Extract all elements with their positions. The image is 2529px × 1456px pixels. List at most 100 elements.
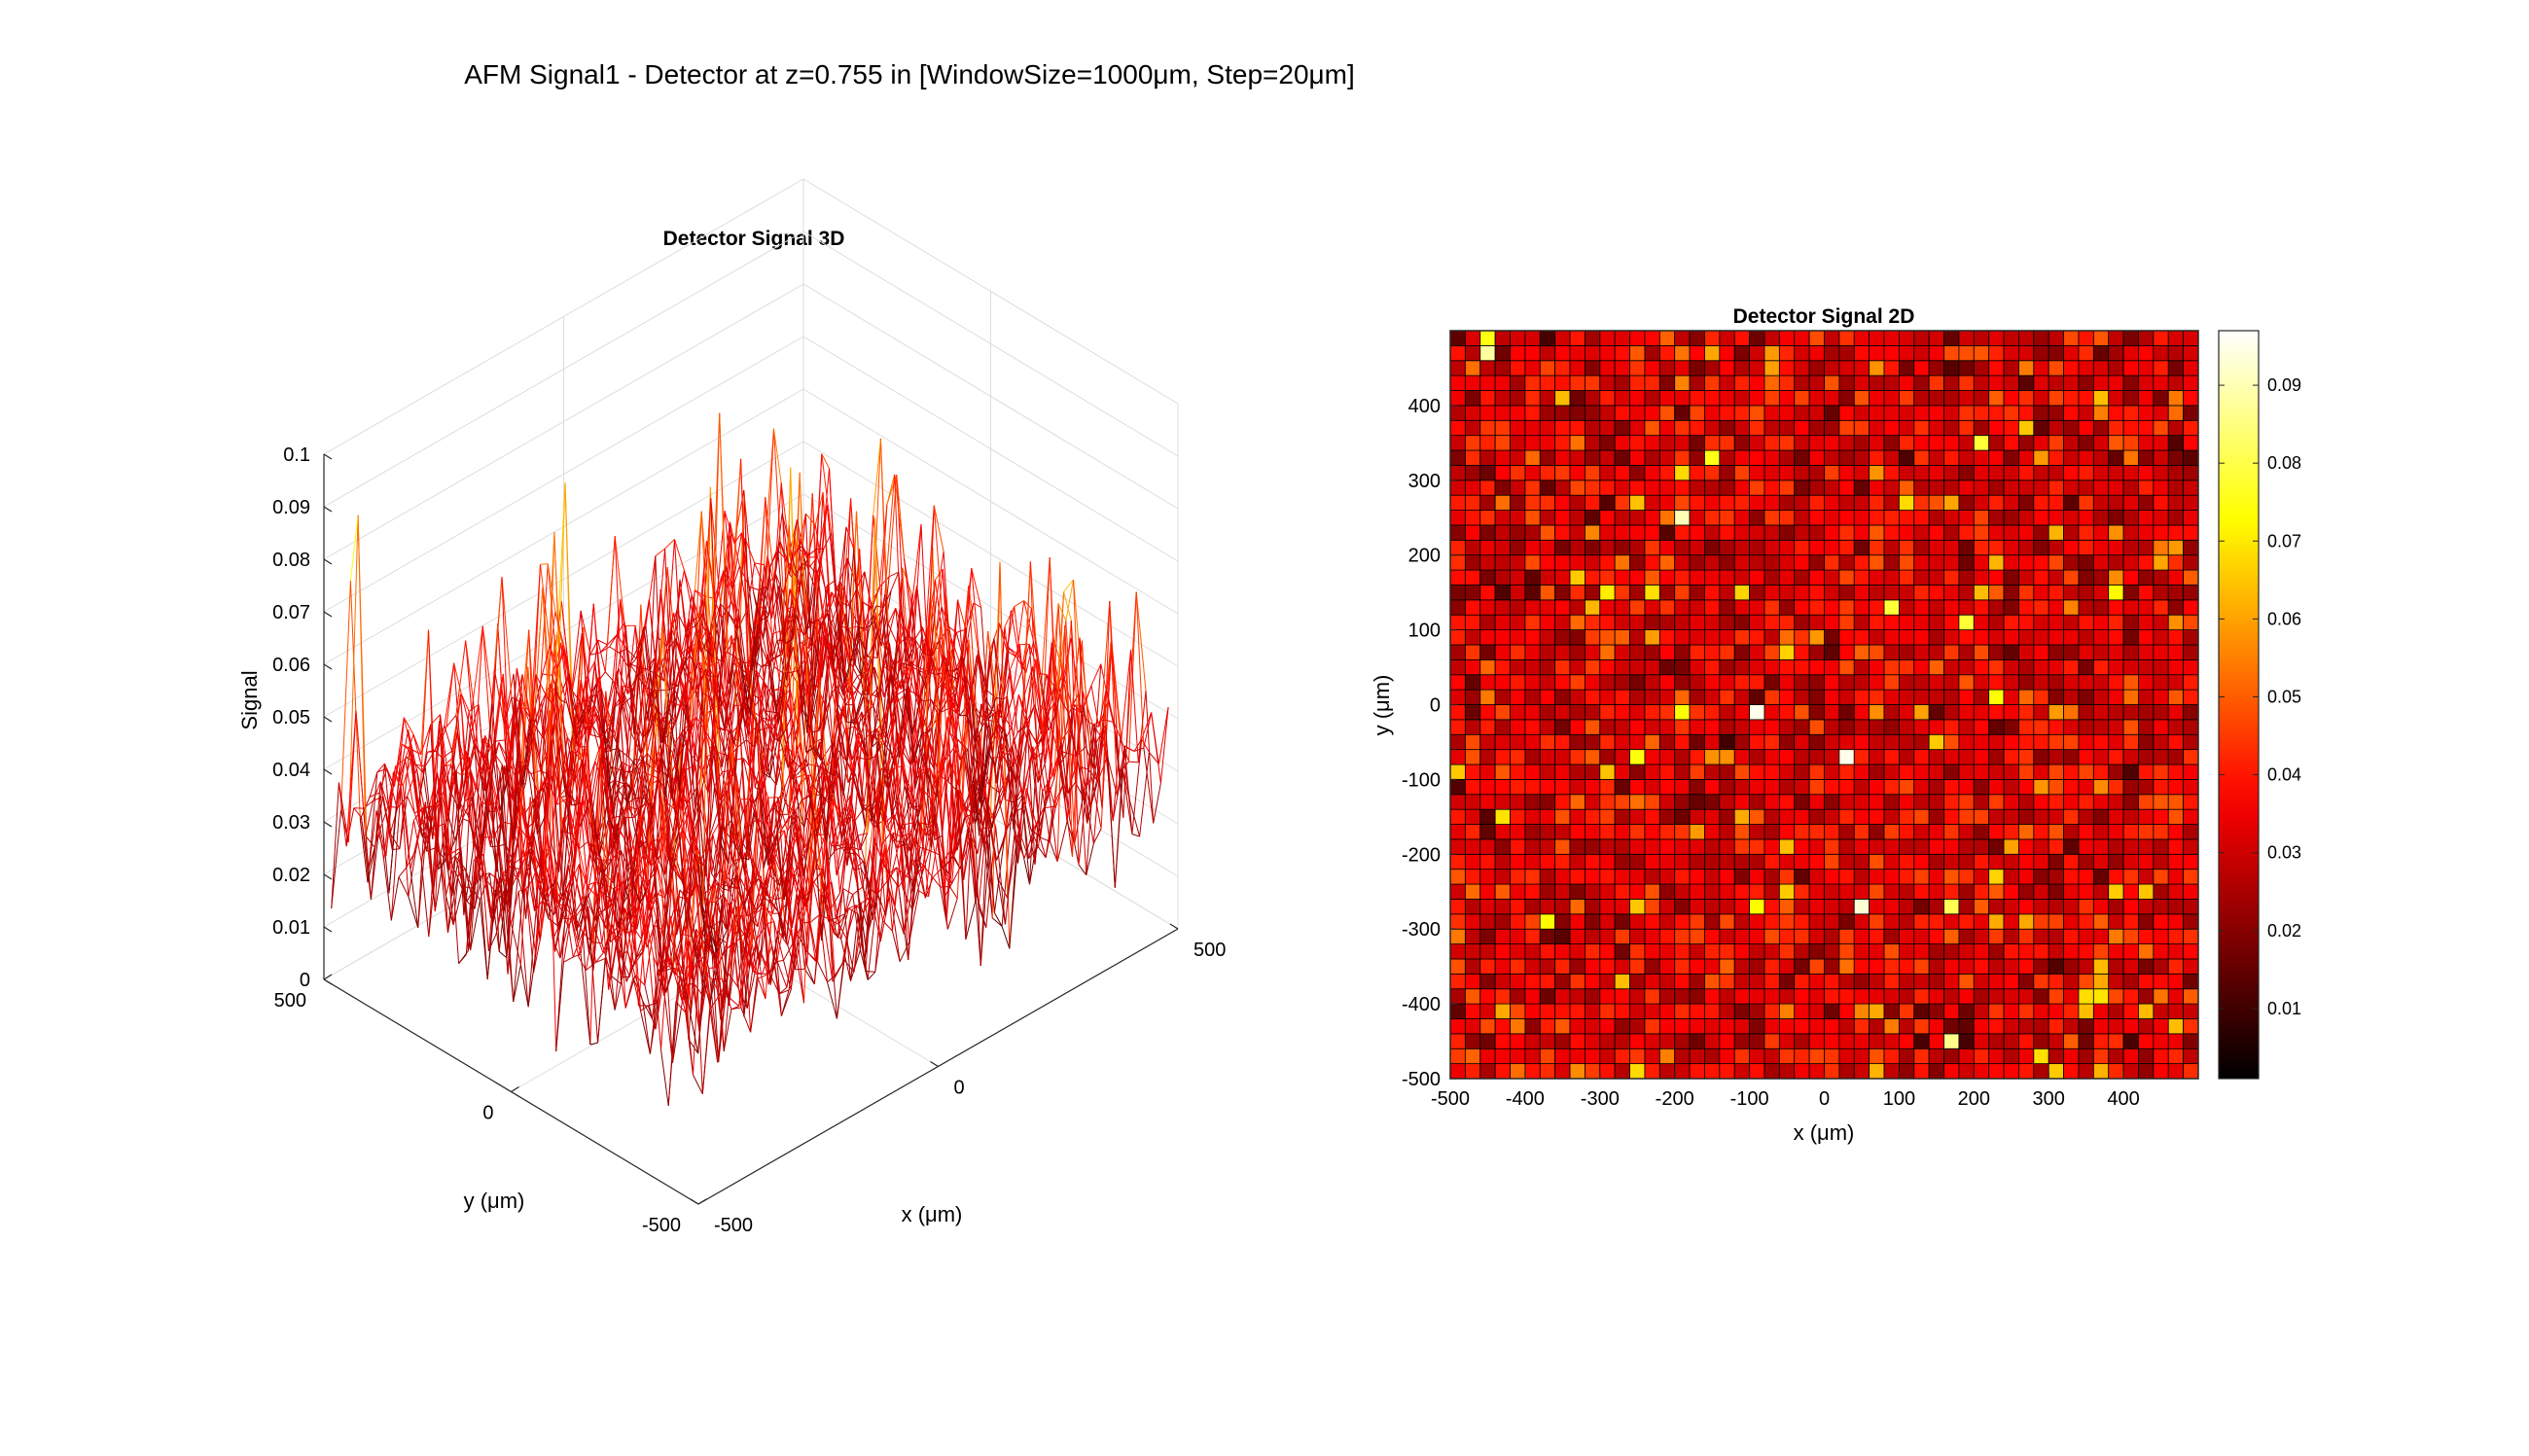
surface-3d-mesh-segment (660, 1048, 669, 1106)
surface-3d-mesh-segment (340, 810, 349, 842)
surface-3d-mesh-segment (597, 639, 608, 646)
surface-3d-mesh-segment (649, 1002, 659, 1054)
surface-3d-mesh-segment (511, 891, 519, 924)
surface-3d-mesh-segment (700, 486, 711, 810)
surface-3d-mesh-segment (1004, 606, 1015, 627)
surface-3d-mesh-segment (496, 878, 508, 958)
surface-3d-mesh-segment (452, 757, 464, 819)
surface-3d-mesh-segment (776, 746, 787, 835)
surface-3d-mesh-segment (887, 623, 899, 647)
surface-3d-mesh-segment (408, 850, 417, 897)
surface-3d-mesh-segment (470, 900, 481, 951)
surface-3d-mesh-segment (889, 891, 901, 962)
surface-3d-mesh-segment (1045, 702, 1056, 763)
surface-3d-mesh-segment (817, 961, 828, 982)
surface-3d-mesh-segment (764, 690, 775, 742)
surface-3d-mesh-segment (566, 763, 578, 787)
surface-3d-mesh-segment (368, 810, 377, 869)
surface-3d-mesh-segment (531, 879, 541, 941)
surface-3d-mesh-segment (910, 523, 922, 607)
surface-3d-mesh-segment (609, 646, 620, 654)
surface-3d-mesh-segment (768, 585, 780, 668)
surface-3d-mesh-segment (571, 633, 583, 692)
surface-3d-mesh-segment (676, 897, 687, 936)
surface-3d-mesh-segment (384, 764, 393, 850)
surface-3d-mesh-segment (958, 639, 970, 787)
surface-3d-ztick-label: 0.04 (272, 760, 310, 781)
surface-3d-mesh-segment (517, 891, 529, 1008)
surface-3d-mesh-segment (377, 834, 387, 857)
surface-3d-mesh-segment (851, 808, 862, 869)
surface-3d-mesh-segment (684, 810, 695, 891)
surface-3d-mesh-segment (373, 796, 383, 801)
surface-3d-mesh-segment (1131, 834, 1140, 837)
surface-3d-mesh-segment (644, 984, 654, 1019)
surface-3d-xtick-label: 0 (954, 1078, 965, 1099)
surface-3d-mesh-segment (1010, 644, 1020, 670)
surface-3d-mesh-segment (534, 706, 546, 817)
surface-3d-mesh-segment (840, 939, 851, 981)
surface-3d-mesh-segment (559, 925, 569, 959)
surface-3d-mesh-segment (838, 907, 849, 925)
surface-3d-mesh-segment (978, 803, 989, 907)
heatmap-cell (1614, 1063, 1630, 1080)
surface-3d-mesh-segment (647, 856, 659, 888)
heatmap-cell (1644, 1063, 1660, 1080)
surface-3d-mesh-segment (585, 660, 595, 681)
surface-3d-mesh-segment (415, 764, 426, 767)
surface-3d-mesh-segment (417, 801, 426, 928)
surface-3d-mesh-segment (1063, 579, 1074, 592)
surface-3d-mesh-segment (693, 927, 701, 1076)
surface-3d-mesh-segment (368, 834, 379, 869)
surface-3d-ylabel: y (μm) (464, 1189, 525, 1213)
surface-3d-mesh-segment (590, 733, 601, 738)
surface-3d-mesh-segment (359, 819, 369, 883)
surface-3d-mesh-segment (592, 925, 604, 953)
surface-3d-mesh-segment (597, 958, 606, 1044)
surface-3d-mesh-segment (805, 549, 817, 634)
surface-3d-mesh-segment (902, 567, 912, 595)
figure-suptitle: AFM Signal1 - Detector at z=0.755 in [Wi… (464, 59, 1355, 89)
surface-3d-mesh-segment (451, 851, 460, 896)
surface-3d-mesh-segment (928, 836, 939, 897)
surface-3d-mesh-segment (462, 886, 472, 951)
surface-3d-mesh-segment (672, 1002, 683, 1063)
surface-3d-mesh-segment (1003, 610, 1012, 699)
surface-3d-mesh-segment (920, 822, 932, 829)
surface-3d-mesh-segment (528, 629, 540, 795)
surface-3d-mesh-segment (1088, 722, 1099, 728)
surface-3d-mesh-segment (357, 515, 367, 836)
surface-3d-ytick-label: -500 (642, 1215, 681, 1236)
surface-3d-mesh-segment (611, 976, 622, 985)
surface-3d-mesh-segment (642, 770, 653, 776)
surface-3d-mesh-segment (589, 1042, 598, 1046)
surface-3d-mesh-segment (571, 864, 581, 920)
surface-3d-mesh-segment (1029, 561, 1041, 706)
surface-3d-mesh-segment (874, 844, 886, 973)
surface-3d-mesh-segment (780, 482, 792, 563)
surface-3d-mesh-segment (906, 858, 916, 876)
surface-3d-mesh-segment (562, 916, 572, 963)
surface-3d-mesh-segment (832, 706, 843, 743)
surface-3d-mesh-segment (349, 581, 361, 820)
surface-3d-mesh-segment (632, 715, 644, 738)
surface-3d-mesh-segment (420, 823, 432, 862)
surface-3d-mesh-segment (556, 799, 567, 805)
surface-3d-mesh-segment (555, 962, 564, 1051)
surface-3d-mesh-segment (434, 851, 445, 911)
surface-3d-mesh-segment (691, 511, 702, 730)
surface-3d-mesh-segment (876, 880, 888, 895)
surface-3d-mesh-segment (963, 602, 975, 662)
surface-3d-mesh-segment (961, 835, 972, 866)
surface-3d-mesh-segment (610, 815, 621, 819)
surface-3d-mesh-segment (1012, 670, 1022, 698)
surface-3d-mesh-segment (673, 967, 684, 975)
surface-3d-mesh-segment (1023, 600, 1034, 642)
surface-3d-mesh-segment (481, 872, 490, 876)
surface-3d-mesh-segment (812, 620, 824, 749)
surface-3d-mesh-segment (571, 760, 583, 835)
surface-3d-mesh-segment (619, 749, 629, 759)
surface-3d-mesh-segment (873, 438, 881, 515)
surface-3d-xtick-label: 500 (1193, 940, 1226, 961)
surface-3d-ytick-mark (697, 1198, 707, 1205)
